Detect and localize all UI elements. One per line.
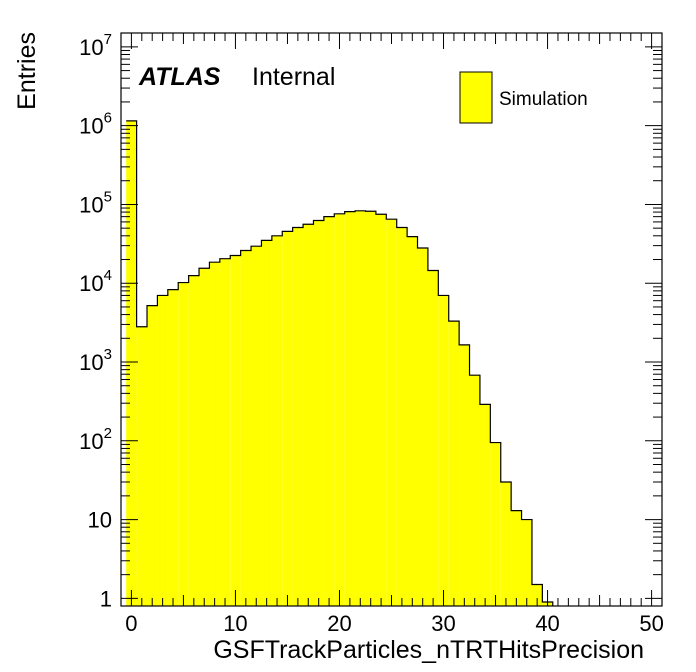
y-tick-label: 105 xyxy=(79,188,112,217)
legend-swatch-simulation xyxy=(459,71,493,124)
histogram-bar xyxy=(407,236,418,607)
x-tick-label: 50 xyxy=(639,611,663,636)
x-tick-labels: 0 10 20 30 40 50 xyxy=(125,611,664,636)
histogram-bar xyxy=(261,240,272,606)
histogram-bar xyxy=(490,442,501,606)
histogram-bar xyxy=(511,510,522,606)
histogram-bar xyxy=(469,375,480,606)
x-axis-title: GSFTrackParticles_nTRTHitsPrecision xyxy=(213,636,644,664)
histogram-bar xyxy=(240,250,252,606)
histogram-bar xyxy=(219,258,231,606)
histogram-bar xyxy=(303,224,314,606)
histogram-bar xyxy=(178,282,189,606)
x-tick-label: 30 xyxy=(431,611,455,636)
histogram-bars xyxy=(126,120,553,607)
histogram-bar xyxy=(459,344,470,606)
histogram-bar xyxy=(136,326,148,606)
y-tick-label: 10 xyxy=(88,508,112,533)
histogram-bar xyxy=(521,519,532,606)
axis-ticks xyxy=(120,33,663,606)
atlas-label: ATLAS xyxy=(138,63,221,91)
histogram-bar xyxy=(199,268,210,606)
y-tick-label: 1 xyxy=(100,586,112,611)
histogram-bar xyxy=(323,216,335,606)
y-tick-label: 102 xyxy=(79,425,112,454)
histogram-bar xyxy=(188,275,200,606)
histogram-bar xyxy=(271,235,283,606)
x-tick-label: 40 xyxy=(535,611,559,636)
histogram-bar xyxy=(344,211,356,607)
y-tick-label: 103 xyxy=(79,346,112,375)
histogram-bar xyxy=(396,227,408,607)
histogram-bar xyxy=(479,404,491,606)
x-tick-label: 20 xyxy=(327,611,351,636)
histogram-bar xyxy=(282,231,293,606)
histogram-bar xyxy=(375,214,387,606)
histogram-bar xyxy=(126,120,137,607)
y-axis-title: Entries xyxy=(13,32,41,110)
histogram-bar xyxy=(292,227,304,607)
histogram-bar xyxy=(334,213,345,606)
y-tick-label: 107 xyxy=(79,31,112,60)
histogram-bar xyxy=(230,255,241,606)
x-tick-label: 10 xyxy=(223,611,247,636)
histogram-bar xyxy=(438,295,449,606)
histogram-bar xyxy=(386,219,397,606)
histogram-bar xyxy=(531,584,543,606)
histogram-bar xyxy=(355,210,366,606)
histogram-bar xyxy=(167,289,179,606)
legend-label-simulation: Simulation xyxy=(499,89,588,110)
legend: Simulation xyxy=(459,71,588,124)
y-tick-labels: 1 10 102 103 104 105 106 107 xyxy=(79,31,112,611)
histogram-bar xyxy=(500,481,512,606)
x-tick-label: 0 xyxy=(125,611,137,636)
histogram-bar xyxy=(365,211,376,606)
y-tick-label: 104 xyxy=(79,267,112,296)
histogram-bar xyxy=(209,262,220,606)
histogram-bar xyxy=(427,270,439,606)
internal-label: Internal xyxy=(252,63,335,91)
histogram-bar xyxy=(448,321,460,606)
histogram-bar xyxy=(147,305,158,606)
histogram-outline xyxy=(126,120,554,606)
histogram-bar xyxy=(313,220,324,606)
histogram-bar xyxy=(251,246,262,606)
histogram-bar xyxy=(417,247,428,606)
y-tick-label: 106 xyxy=(79,110,112,139)
histogram-bar xyxy=(157,295,168,606)
